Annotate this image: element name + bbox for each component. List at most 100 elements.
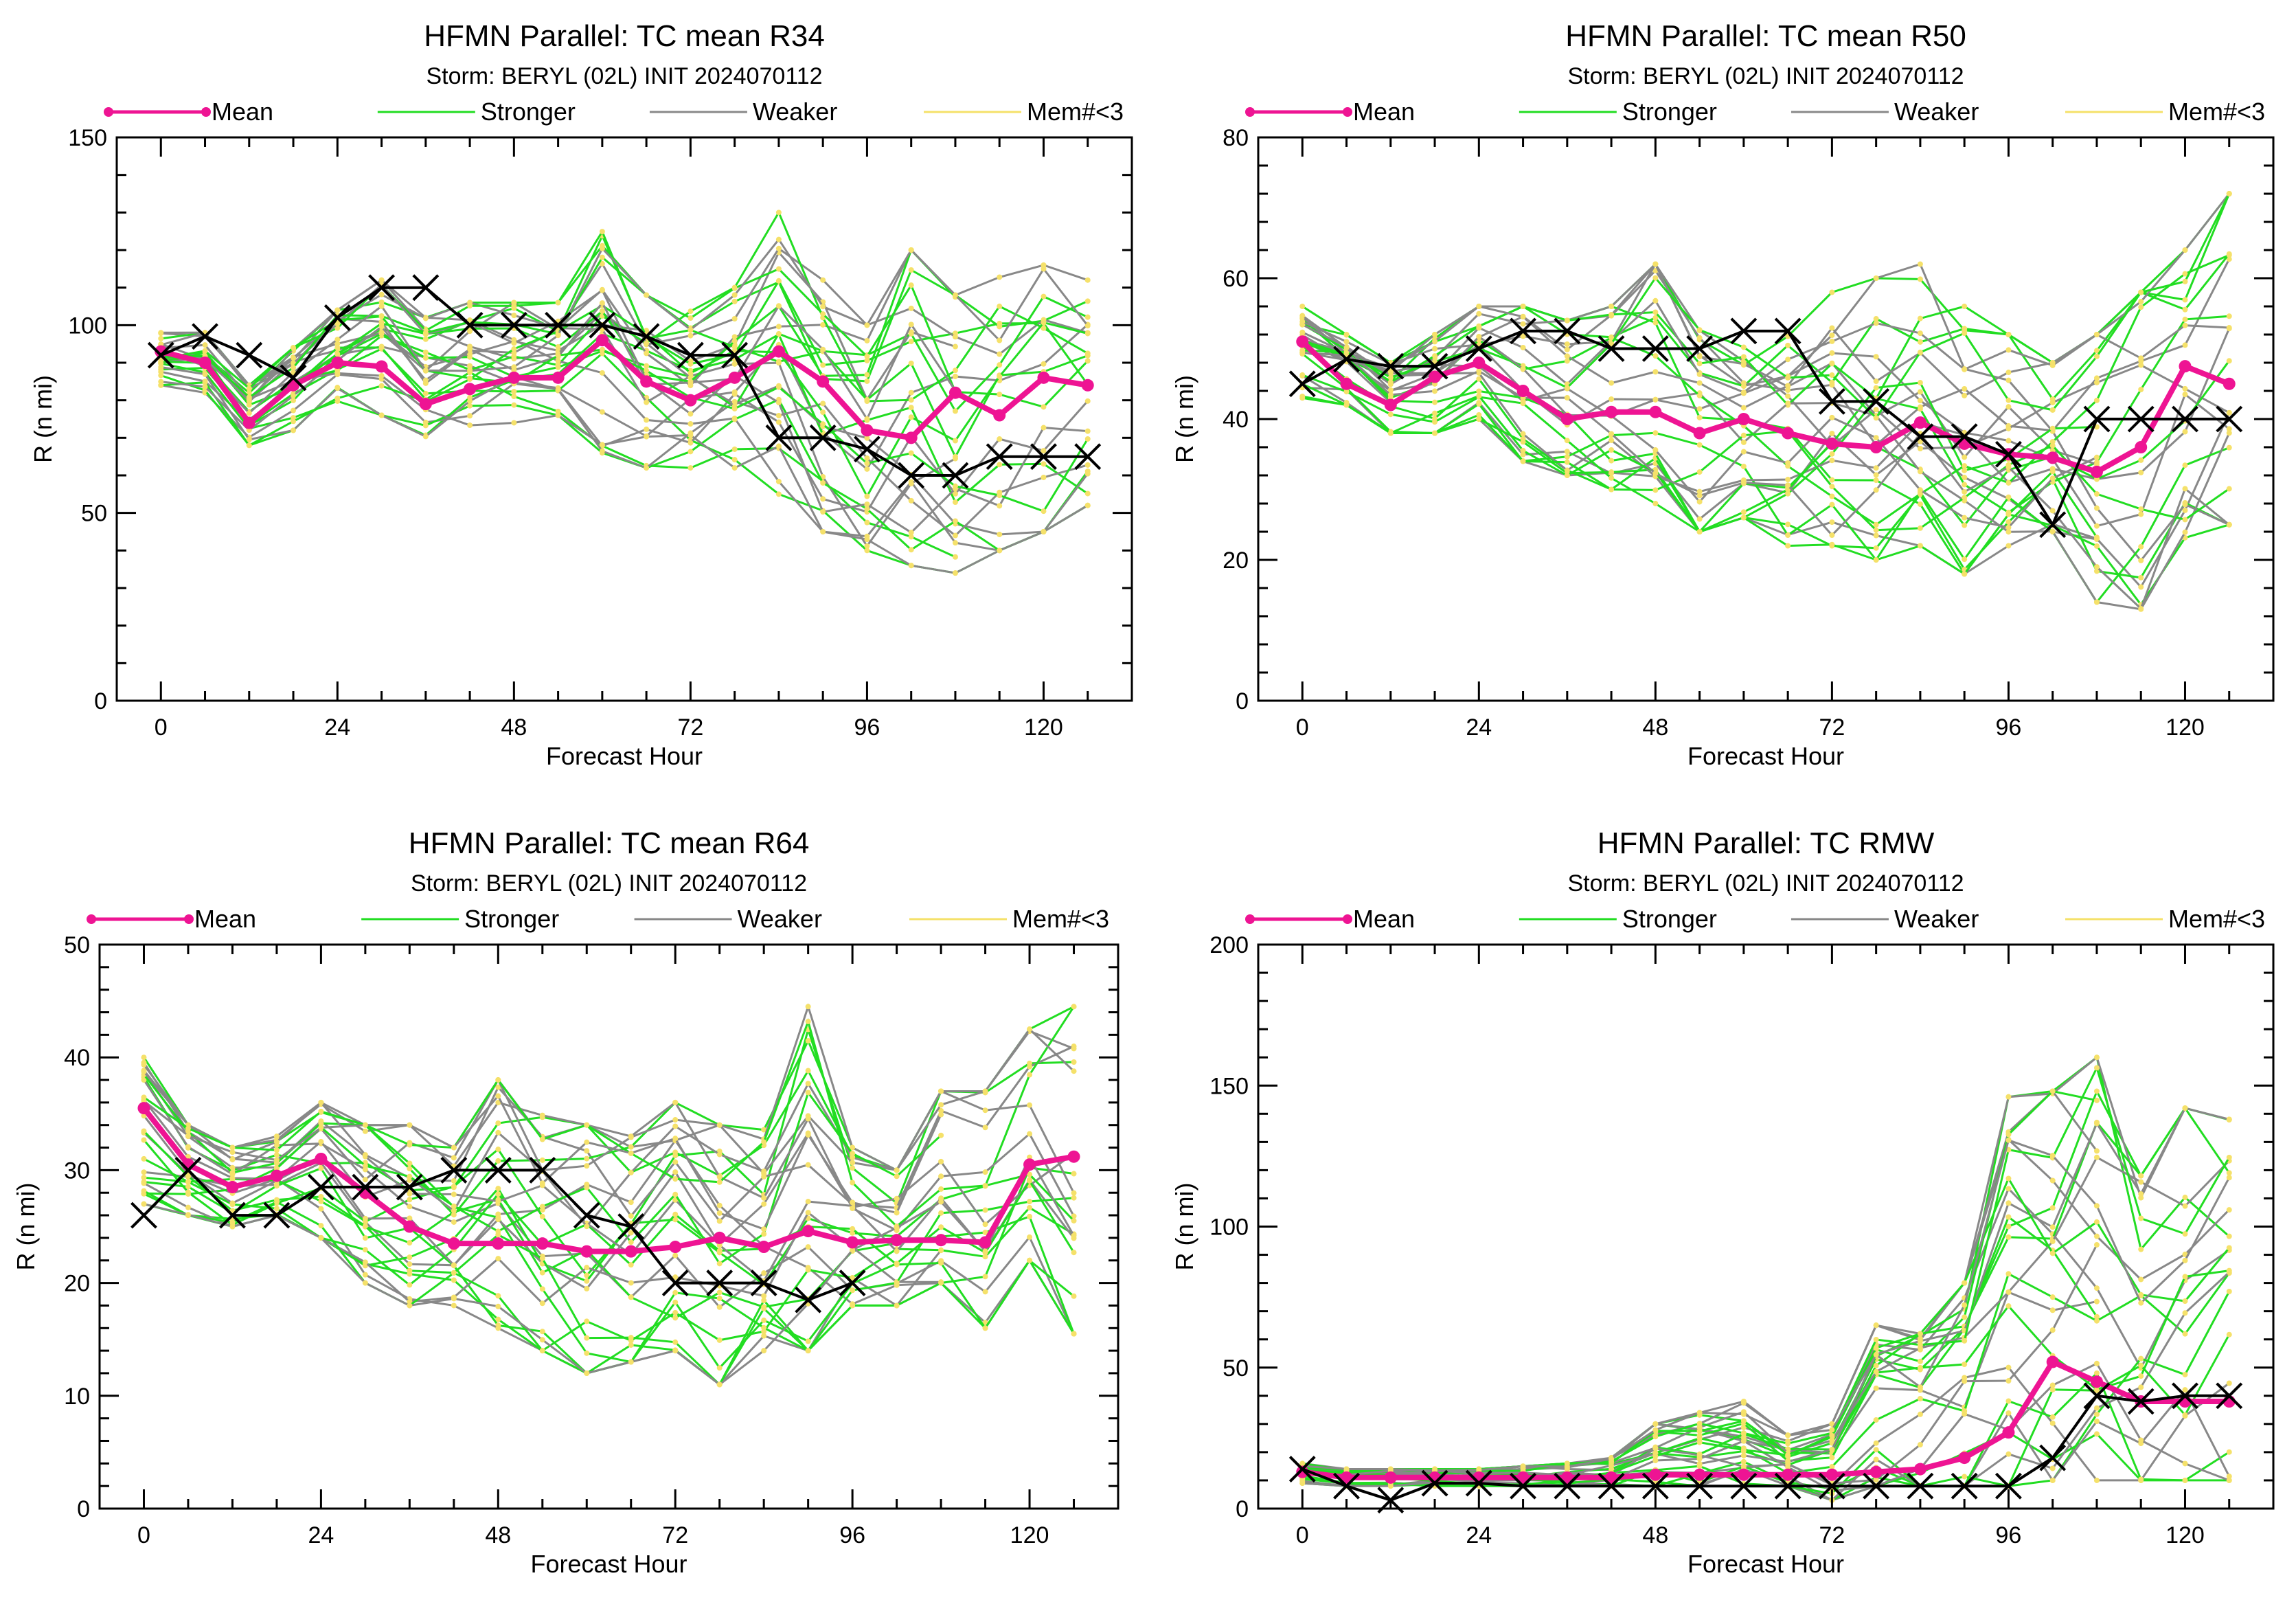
member-point [555,358,561,364]
member-point [864,455,870,461]
member-point [1432,410,1438,416]
member-point [761,1139,767,1145]
member-point [2182,278,2188,284]
member-point [938,1102,944,1108]
member-point [246,390,252,396]
member-point [451,1277,457,1283]
member-point [318,1138,324,1144]
member-point [407,1298,413,1305]
best-track-x-marker [1333,1472,1360,1500]
member-point [775,330,782,337]
member-point [2182,297,2188,303]
member-point [1432,419,1438,425]
legend-mean-marker [201,107,211,117]
member-point [495,1120,501,1127]
y-tick-label: 150 [1209,1073,1249,1099]
x-marker-stroke [500,311,527,339]
member-point [1476,311,1482,317]
weaker-member-line [1302,1138,2231,1471]
member-point [908,282,914,289]
member-point [2093,1477,2100,1483]
x-tick-label: 72 [1819,714,1845,741]
member-point [864,466,870,472]
best-track-x-marker [839,1270,866,1297]
member-point [2093,1313,2100,1320]
member-point [1873,407,1879,413]
x-tick-label: 0 [155,714,168,741]
member-point [1962,392,1968,398]
mean-point [1649,1468,1662,1481]
member-point [2138,1191,2144,1197]
member-point [1785,490,1791,497]
mean-point [1516,385,1530,397]
y-tick-label: 100 [68,313,107,339]
member-point [1962,522,1968,528]
member-point [2182,486,2188,492]
member-point [908,390,914,396]
x-tick-label: 120 [2166,714,2205,741]
member-point [2093,1360,2100,1366]
x-tick-label: 0 [1296,1522,1309,1548]
legend-stronger-label: Stronger [1622,905,1717,933]
member-point [2093,505,2100,511]
member-point [687,465,694,471]
member-point [1609,311,1615,317]
member-point [864,460,870,466]
member-point [820,496,826,502]
member-point [1740,344,1747,350]
member-point [687,421,694,427]
y-axis-label: R (n mi) [1170,375,1198,463]
member-point [938,1260,944,1266]
member-point [805,1090,811,1096]
member-point [1740,1411,1747,1417]
legend-mean-label: Mean [212,98,273,126]
member-point [2049,466,2056,472]
member-point [1917,1395,1923,1401]
member-point [1564,317,1570,324]
stronger-member-line [160,304,1089,499]
member-point [334,351,341,357]
member-point [451,1302,457,1309]
weaker-member-line [1302,262,2230,450]
member-point [716,1289,723,1296]
member-point [672,1274,679,1281]
member-point [2005,1378,2012,1384]
member-point [584,1139,590,1145]
legend-lowmem-label: Mem#<3 [2168,98,2265,126]
member-point [1041,262,1047,268]
x-marker-stroke [1686,335,1714,362]
member-point [982,1107,988,1114]
member-point [185,1204,191,1210]
member-point [362,1235,368,1241]
member-point [555,352,561,359]
member-point [202,348,208,354]
member-point [539,1270,545,1276]
member-point [820,421,826,427]
member-point [2093,1120,2100,1127]
member-point [1027,1131,1033,1137]
mean-point [846,1236,859,1249]
legend-mean-marker [87,914,96,924]
member-point [539,1286,545,1292]
member-point [467,363,473,369]
member-point [1084,323,1091,329]
member-point [422,355,429,361]
member-point [407,1173,413,1180]
member-point [202,383,208,390]
mean-point [861,424,874,437]
member-point [2005,1398,2012,1404]
member-point [1343,345,1350,351]
stronger-member-line [1302,253,2230,407]
member-point [495,1084,501,1090]
member-point [820,346,826,352]
member-point [2138,1246,2144,1252]
mean-point [331,357,344,369]
legend: Mean Stronger Weaker Mem#<3 [1245,905,2265,933]
member-point [952,368,958,374]
weaker-member-line [1302,193,2230,394]
mean-point [2002,1426,2015,1439]
member-point [1343,1466,1350,1472]
mean-point [1473,357,1486,369]
mean-point [758,1241,771,1254]
member-point [1071,1004,1077,1010]
